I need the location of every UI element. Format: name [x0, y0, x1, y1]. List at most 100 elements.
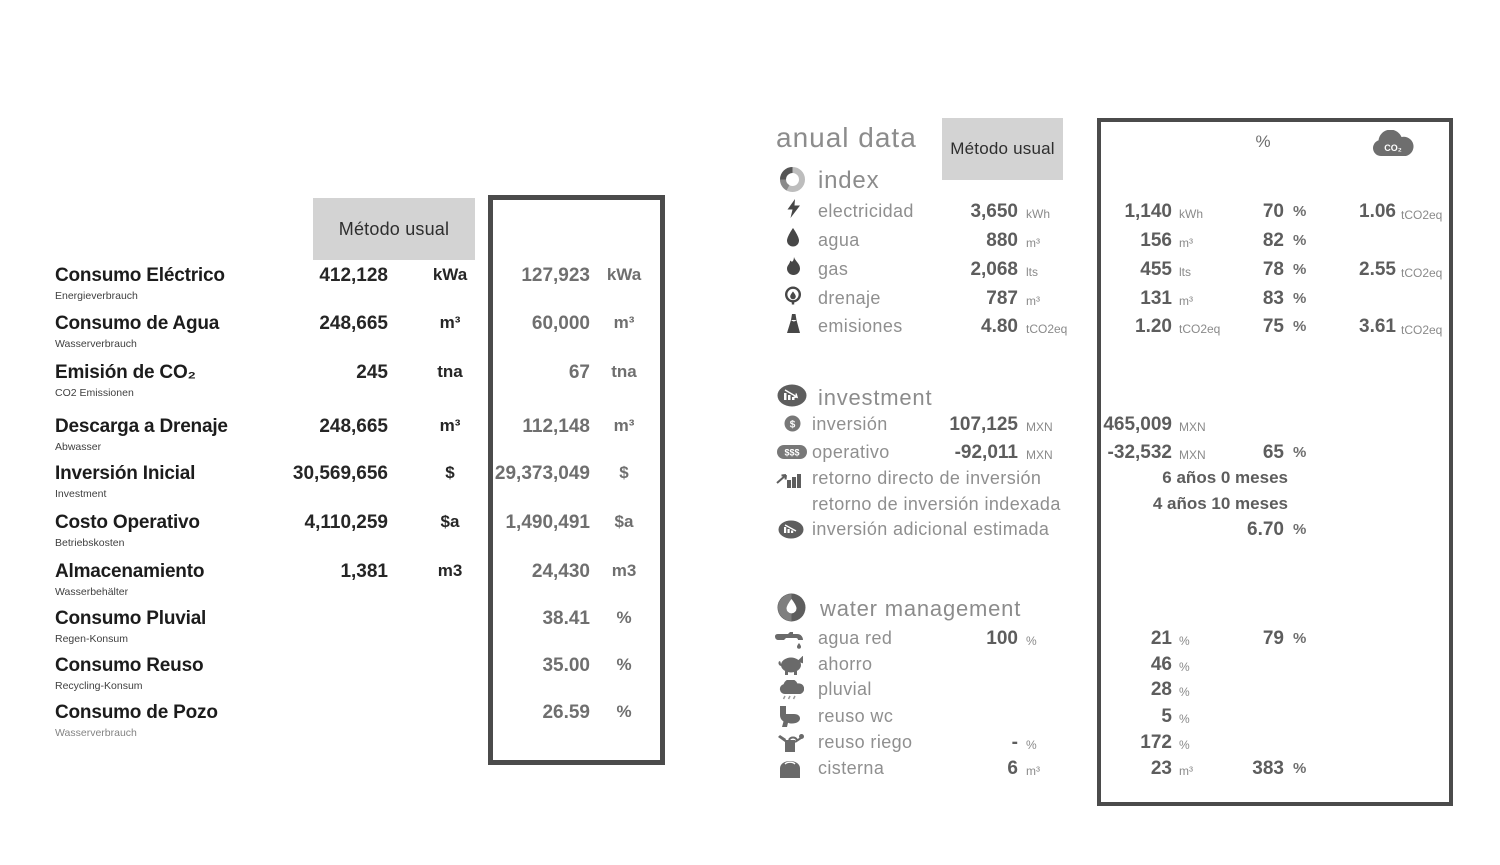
svg-text:$: $ — [790, 420, 796, 431]
table-row: Almacenamiento Wasserbehälter 1,381 m3 2… — [0, 561, 740, 605]
usual-value: 787 — [986, 288, 1018, 309]
row-label: Descarga a Drenaje — [55, 416, 228, 437]
section-header-index: index — [818, 167, 880, 194]
proposed-unit: kWa — [606, 265, 642, 284]
result-unit: % — [1179, 738, 1190, 752]
proposed-value: 35.00 — [542, 655, 590, 676]
row-label: Consumo Reuso — [55, 655, 204, 676]
investment-row: $ inversión 107,125 MXN 465,009 MXN — [0, 414, 1500, 440]
row-label: emisiones — [818, 316, 903, 336]
proposed-value: 24,430 — [531, 561, 590, 582]
row-label: agua — [818, 230, 860, 250]
usual-value: 100 — [986, 628, 1018, 649]
result-unit: % — [1179, 712, 1190, 726]
row-label: inversión — [812, 414, 888, 434]
right-method-usual-header: Método usual — [942, 118, 1063, 180]
result-value: 156 — [1140, 230, 1172, 251]
flame-icon — [786, 257, 801, 276]
payback-span: 4 años 10 meses — [1152, 494, 1288, 513]
index-row: agua 880 m³ 156 m³ 82 % — [0, 228, 1500, 256]
result-value: 131 — [1140, 288, 1172, 309]
percent-value: 75 — [1262, 316, 1284, 337]
lightning-icon — [786, 199, 801, 218]
proposed-unit: tna — [611, 362, 637, 381]
left-method-usual-header: Método usual — [313, 198, 475, 260]
usual-value: 4.80 — [981, 316, 1018, 337]
rain-cloud-icon — [778, 680, 804, 700]
result-value: 23 — [1150, 758, 1172, 779]
percent-sign: % — [1293, 630, 1307, 647]
row-label: inversión adicional estimada — [812, 519, 1050, 539]
water-row: reuso riego - % 172 % — [0, 732, 1500, 758]
row-sublabel: CO2 Emissionen — [55, 387, 134, 399]
row-sublabel: Wasserverbrauch — [55, 338, 137, 350]
proposed-unit: $ — [619, 463, 629, 482]
row-label: Consumo de Pozo — [55, 702, 218, 723]
right-method-usual-label: Método usual — [950, 139, 1055, 158]
result-unit: m³ — [1179, 236, 1193, 250]
usual-unit: MXN — [1026, 420, 1053, 434]
row-sublabel: Wasserverbrauch — [55, 727, 137, 739]
coins-icon: $$$ — [777, 445, 807, 459]
percent-value: 78 — [1262, 259, 1284, 280]
row-label: electricidad — [818, 201, 914, 221]
percent-sign: % — [1293, 203, 1307, 220]
co2-unit: tCO2eq — [1401, 323, 1443, 337]
row-label: gas — [818, 259, 849, 279]
usual-value: 6 — [1007, 758, 1018, 779]
proposed-unit: % — [616, 702, 632, 721]
co2-value: 2.55 — [1359, 259, 1396, 280]
svg-text:$$$: $$$ — [784, 448, 799, 458]
usual-value: 248,665 — [319, 416, 388, 437]
result-unit: tCO2eq — [1179, 322, 1221, 336]
row-label-group: Consumo Eléctrico Energieverbrauch — [55, 265, 285, 302]
row-sublabel: Recycling-Konsum — [55, 680, 143, 692]
index-row: emisiones 4.80 tCO2eq 1.20 tCO2eq 75 % 3… — [0, 314, 1500, 342]
index-ring-icon — [779, 166, 806, 193]
table-row: Inversión Inicial Investment 30,569,656 … — [0, 463, 740, 507]
percent-value: 82 — [1262, 230, 1284, 251]
result-unit: % — [1179, 685, 1190, 699]
section-header-investment: investment — [818, 385, 933, 410]
usual-unit: m³ — [1026, 764, 1040, 778]
row-sublabel: Abwasser — [55, 441, 102, 453]
additional-investment-icon — [778, 520, 804, 539]
usual-value: 2,068 — [970, 259, 1018, 280]
result-value: 1,140 — [1124, 201, 1172, 222]
percent-value: 383 — [1252, 758, 1284, 779]
usual-unit: m³ — [439, 313, 461, 332]
index-row: gas 2,068 lts 455 lts 78 % 2.55 tCO2eq — [0, 257, 1500, 285]
result-unit: % — [1179, 660, 1190, 674]
co2-cloud-label: CO₂ — [1384, 143, 1402, 153]
usual-value: 30,569,656 — [292, 463, 388, 484]
right-results-box — [1097, 118, 1453, 806]
water-row: ahorro 46 % — [0, 654, 1500, 680]
coin-icon: $ — [784, 415, 801, 432]
table-row: Consumo Eléctrico Energieverbrauch 412,1… — [0, 265, 740, 309]
proposed-unit: % — [616, 655, 632, 674]
watering-can-icon — [777, 733, 804, 753]
emissions-icon — [786, 314, 801, 333]
water-row: pluvial 28 % — [0, 679, 1500, 705]
row-label: retorno directo de inversión — [812, 468, 1042, 488]
result-value: -32,532 — [1107, 442, 1172, 463]
percent-sign: % — [1293, 760, 1307, 777]
water-row: agua red 100 % 21 % 79 % — [0, 628, 1500, 654]
investment-icon — [777, 384, 807, 407]
investment-row: $$$ operativo -92,011 MXN -32,532 MXN 65… — [0, 442, 1500, 468]
proposed-unit: m³ — [613, 313, 635, 332]
result-unit: kWh — [1179, 207, 1203, 221]
row-sublabel: Energieverbrauch — [55, 290, 138, 302]
proposed-value: 67 — [568, 362, 590, 383]
water-row: cisterna 6 m³ 23 m³ 383 % — [0, 758, 1500, 784]
co2-unit: tCO2eq — [1401, 266, 1443, 280]
proposed-unit: $a — [614, 512, 634, 531]
proposed-unit: % — [616, 608, 632, 627]
usual-unit: MXN — [1026, 448, 1053, 462]
proposed-unit: m3 — [611, 561, 637, 580]
result-unit: MXN — [1179, 448, 1206, 462]
result-unit: lts — [1179, 265, 1191, 279]
result-unit: % — [1179, 634, 1190, 648]
usual-value: 3,650 — [970, 201, 1018, 222]
